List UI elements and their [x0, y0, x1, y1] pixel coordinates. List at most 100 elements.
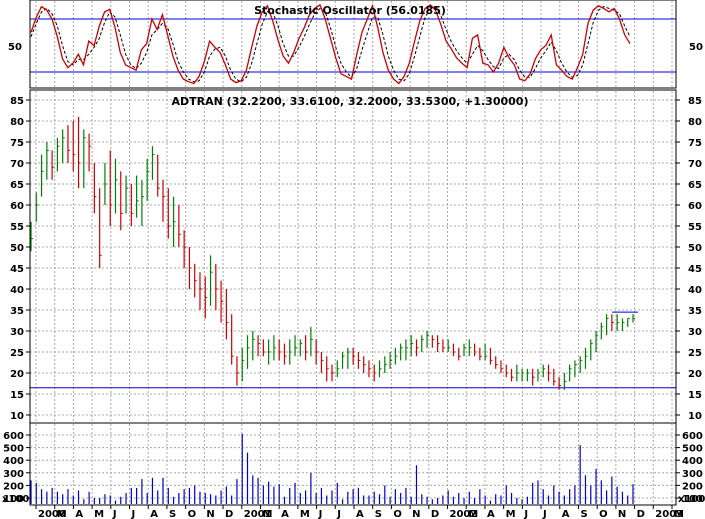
month-label: M: [468, 509, 478, 519]
month-label: A: [150, 509, 158, 519]
price-label-right: 80: [688, 117, 702, 128]
month-label: S: [580, 509, 587, 519]
stochastic-left-label: 50: [8, 42, 22, 53]
price-grid: [30, 91, 676, 422]
month-label: N: [412, 509, 420, 519]
month-label: M: [674, 509, 684, 519]
month-label: A: [487, 509, 495, 519]
price-label-right: 40: [688, 285, 702, 296]
volume-label-right: 300: [682, 469, 703, 480]
volume-bars: [30, 433, 634, 504]
price-label-left: 35: [10, 306, 24, 317]
volume-label-left: 500: [3, 444, 24, 455]
month-label: M: [262, 509, 272, 519]
price-label-right: 65: [688, 180, 702, 191]
price-label-right: 25: [688, 348, 702, 359]
volume-label-right: 500: [682, 444, 703, 455]
month-label: A: [281, 509, 289, 519]
month-label: J: [112, 509, 117, 519]
stochastic-d-line: [30, 5, 631, 83]
month-label: M: [506, 509, 516, 519]
stochastic-k-line: [30, 3, 631, 85]
month-label: J: [318, 509, 323, 519]
price-label-right: 55: [688, 222, 702, 233]
price-label-left: 75: [10, 138, 24, 149]
price-label-left: 10: [10, 411, 24, 422]
volume-label-right: 200: [682, 481, 703, 492]
volume-unit-right: x100: [678, 494, 705, 505]
price-label-right: 60: [688, 201, 702, 212]
month-label: A: [75, 509, 83, 519]
price-label-left: 55: [10, 222, 24, 233]
volume-grid: [30, 424, 676, 504]
month-label: M: [300, 509, 310, 519]
volume-unit-left: x100: [2, 494, 29, 505]
price-label-left: 30: [10, 327, 24, 338]
price-label-right: 70: [688, 159, 702, 170]
price-panel: ADTRAN (32.2200, 33.6100, 32.2000, 33.53…: [10, 89, 702, 424]
price-label-right: 50: [688, 243, 702, 254]
month-label: D: [431, 509, 439, 519]
month-label: O: [599, 509, 608, 519]
month-label: M: [57, 509, 67, 519]
month-label: J: [336, 509, 341, 519]
volume-label-left: 200: [3, 481, 24, 492]
month-label: A: [562, 509, 570, 519]
month-label: N: [206, 509, 214, 519]
price-label-left: 25: [10, 348, 24, 359]
month-label: N: [618, 509, 626, 519]
price-label-right: 10: [688, 411, 702, 422]
month-label: O: [393, 509, 402, 519]
month-label: J: [523, 509, 528, 519]
month-label: 2000: [38, 509, 66, 519]
month-label: S: [169, 509, 176, 519]
price-label-left: 70: [10, 159, 24, 170]
month-label: S: [375, 509, 382, 519]
price-label-right: 20: [688, 369, 702, 380]
price-label-left: 50: [10, 243, 24, 254]
price-left-axis: 85 80 75 70 65 60 55 50 45 40 35 30 25 20 15 10: [10, 96, 30, 422]
month-label: O: [188, 509, 197, 519]
price-label-right: 15: [688, 390, 702, 401]
price-label-right: 35: [688, 306, 702, 317]
volume-frame: [29, 422, 677, 506]
price-label-left: 80: [10, 117, 24, 128]
price-label-left: 20: [10, 369, 24, 380]
month-label: 2003: [655, 509, 683, 519]
month-label: J: [131, 509, 136, 519]
volume-label-left: 600: [3, 431, 24, 442]
price-label-right: 45: [688, 264, 702, 275]
volume-label-right: 100: [682, 494, 703, 505]
price-label-right: 75: [688, 138, 702, 149]
price-label-left: 85: [10, 96, 24, 107]
stochastic-panel: Stochastic Oscillator (56.0185) 50 50: [8, 0, 703, 89]
month-label: 2002: [450, 509, 478, 519]
price-title: ADTRAN (32.2200, 33.6100, 32.2000, 33.53…: [172, 95, 529, 108]
price-label-left: 65: [10, 180, 24, 191]
price-bars: [30, 116, 635, 390]
price-label-left: 15: [10, 390, 24, 401]
volume-label-left: 300: [3, 469, 24, 480]
price-label-left: 45: [10, 264, 24, 275]
price-label-left: 40: [10, 285, 24, 296]
price-right-axis: 85 80 75 70 65 60 55 50 45 40 35 30 25 20 15 10: [676, 96, 702, 422]
price-label-right: 85: [688, 96, 702, 107]
stochastic-title: Stochastic Oscillator (56.0185): [254, 4, 446, 17]
month-label: M: [94, 509, 104, 519]
price-label-right: 30: [688, 327, 702, 338]
month-label: D: [225, 509, 233, 519]
stochastic-right-label: 50: [689, 42, 703, 53]
volume-label-left: 100: [3, 494, 24, 505]
price-label-left: 60: [10, 201, 24, 212]
stochastic-frame: [29, 0, 677, 89]
month-label: A: [356, 509, 364, 519]
month-label: 2001: [244, 509, 272, 519]
volume-label-left: 400: [3, 456, 24, 467]
volume-label-right: 600: [682, 431, 703, 442]
